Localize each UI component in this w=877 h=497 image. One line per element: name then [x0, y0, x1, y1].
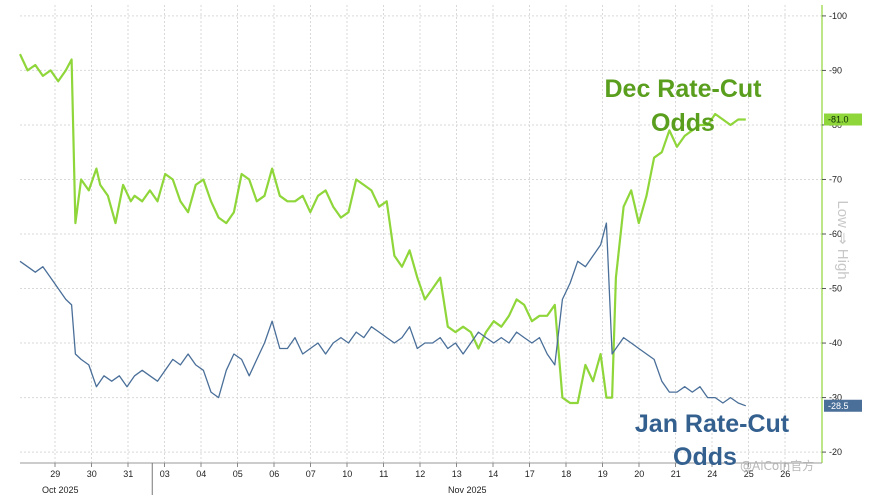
x-tick-label: 30	[87, 469, 97, 479]
dec-last-value-label: -81.0	[828, 115, 849, 125]
x-tick-label: 25	[744, 469, 754, 479]
dec-last-value-badge	[824, 113, 862, 126]
side-axis-label: Low ⇒ High	[834, 200, 851, 279]
dec-odds-line	[19, 53, 746, 405]
jan-last-value-badge	[824, 399, 862, 412]
month-label: Nov 2025	[448, 485, 487, 495]
jan-odds-line	[19, 222, 747, 407]
last-value-badges: -81.0 -28.5	[824, 113, 862, 412]
dec-annotation-line2: Odds	[651, 109, 715, 137]
x-tick-label: 13	[452, 469, 462, 479]
x-tick-label: 18	[561, 469, 571, 479]
x-tick-label: 19	[598, 469, 608, 479]
y-tick-label: -100	[829, 11, 847, 21]
y-tick-label: -20	[829, 447, 842, 457]
y-tick-label: -50	[829, 284, 842, 294]
x-tick-label: 04	[196, 469, 206, 479]
y-tick-label: -90	[829, 65, 842, 75]
series-lines	[19, 53, 747, 407]
grid	[20, 5, 822, 463]
jan-last-value-label: -28.5	[828, 401, 849, 411]
month-label: Oct 2025	[42, 485, 79, 495]
axes: -20-30-40-50-60-70-80-90-100293031030405…	[20, 5, 847, 495]
x-tick-label: 07	[306, 469, 316, 479]
y-tick-label: -40	[829, 338, 842, 348]
watermark-text: @AiCoin官方	[740, 458, 814, 473]
x-tick-label: 11	[379, 469, 388, 479]
jan-annotation-line2: Odds	[673, 443, 737, 471]
x-tick-label: 17	[525, 469, 535, 479]
x-tick-label: 10	[342, 469, 352, 479]
x-tick-label: 14	[488, 469, 498, 479]
dec-annotation-line1: Dec Rate-Cut	[605, 75, 763, 103]
x-tick-label: 05	[233, 469, 243, 479]
x-tick-label: 21	[671, 469, 681, 479]
y-tick-label: -70	[829, 174, 842, 184]
x-tick-label: 26	[780, 469, 790, 479]
jan-annotation-line1: Jan Rate-Cut	[635, 410, 790, 438]
x-tick-label: 29	[50, 469, 60, 479]
x-tick-label: 03	[160, 469, 170, 479]
x-tick-label: 24	[707, 469, 717, 479]
x-tick-label: 20	[634, 469, 644, 479]
x-tick-label: 06	[269, 469, 279, 479]
x-tick-label: 31	[123, 469, 133, 479]
y-tick-label: -30	[829, 393, 842, 403]
x-tick-label: 12	[415, 469, 425, 479]
y-tick-label: -60	[829, 229, 842, 239]
